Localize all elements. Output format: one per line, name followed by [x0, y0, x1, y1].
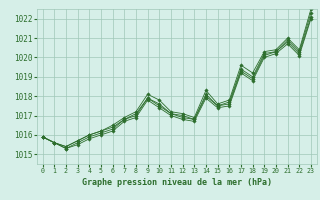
X-axis label: Graphe pression niveau de la mer (hPa): Graphe pression niveau de la mer (hPa) — [82, 178, 272, 187]
